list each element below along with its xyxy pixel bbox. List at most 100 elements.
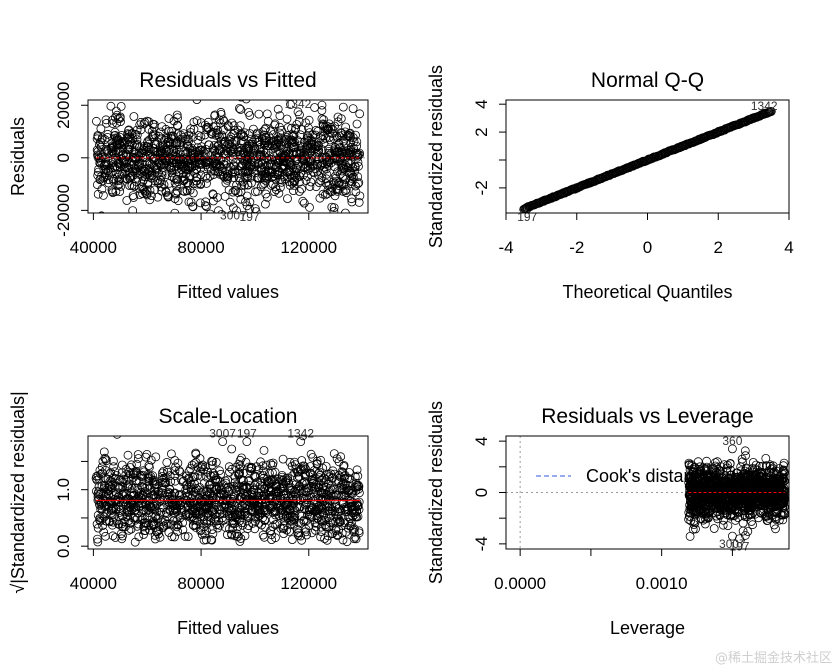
data-point <box>180 498 190 508</box>
data-point <box>201 158 211 168</box>
data-point <box>138 177 148 187</box>
data-point <box>142 186 152 196</box>
data-point <box>106 506 116 516</box>
data-point <box>305 462 315 471</box>
data-point <box>200 130 210 140</box>
data-point <box>92 116 101 126</box>
data-point <box>259 532 269 542</box>
data-point <box>309 168 319 178</box>
data-point <box>203 117 213 127</box>
data-point <box>254 109 264 119</box>
data-point <box>269 506 279 516</box>
data-point <box>155 159 165 169</box>
data-point <box>125 173 135 183</box>
data-point <box>319 115 329 125</box>
data-point <box>161 473 171 483</box>
data-point <box>100 172 110 182</box>
data-point <box>299 170 309 180</box>
data-point <box>149 518 159 528</box>
data-point <box>334 457 344 467</box>
data-point <box>109 462 118 472</box>
data-point <box>149 490 159 500</box>
data-point <box>266 139 276 149</box>
data-point <box>101 115 111 125</box>
data-point <box>311 522 321 532</box>
data-point <box>132 177 142 187</box>
data-point <box>259 154 269 164</box>
data-point <box>139 467 149 477</box>
data-point <box>191 448 201 458</box>
data-point <box>291 485 301 494</box>
data-point <box>145 144 155 154</box>
data-point <box>176 134 185 144</box>
data-point <box>332 148 342 158</box>
data-point <box>113 180 123 190</box>
data-point <box>221 523 230 532</box>
data-point <box>103 161 113 171</box>
data-point <box>317 106 327 115</box>
data-point <box>157 122 167 131</box>
data-point <box>171 188 181 198</box>
data-point <box>305 511 314 520</box>
x-tick-label: -4 <box>498 238 513 257</box>
y-tick-label: 20000 <box>54 82 73 129</box>
data-point <box>108 147 118 157</box>
data-point <box>260 125 270 134</box>
data-point <box>270 187 279 197</box>
data-point <box>93 489 103 499</box>
data-point <box>308 130 318 140</box>
data-point <box>219 172 229 182</box>
data-point <box>124 479 134 489</box>
data-point <box>99 190 108 200</box>
data-point <box>241 151 251 161</box>
panel-title: Normal Q-Q <box>591 69 704 92</box>
data-point <box>150 176 160 186</box>
data-point <box>292 120 302 129</box>
data-point <box>93 132 103 142</box>
data-point <box>108 141 117 151</box>
flagged-point-label: 1342 <box>285 97 312 111</box>
y-tick-label: 4 <box>472 436 491 445</box>
data-point <box>99 447 109 457</box>
data-point <box>276 508 286 518</box>
data-point <box>740 446 750 456</box>
data-point <box>308 478 318 488</box>
data-point <box>251 512 261 522</box>
data-point <box>197 462 207 472</box>
data-point <box>301 118 311 128</box>
data-point <box>349 136 359 146</box>
data-point <box>329 449 339 459</box>
data-point <box>330 506 340 516</box>
data-point <box>261 189 271 199</box>
data-point <box>175 149 185 159</box>
data-point <box>178 518 188 528</box>
x-tick-label: 120000 <box>280 574 337 593</box>
data-point <box>184 475 194 484</box>
data-point <box>346 521 356 531</box>
data-point <box>128 206 138 213</box>
data-point <box>227 167 237 177</box>
data-point <box>97 468 107 478</box>
data-point <box>732 484 742 494</box>
data-point <box>339 179 349 189</box>
data-point <box>101 531 110 541</box>
data-point <box>302 487 312 497</box>
data-point <box>344 159 354 169</box>
data-point <box>159 135 169 145</box>
data-point <box>173 527 183 536</box>
data-point <box>110 467 120 477</box>
data-point <box>156 146 166 156</box>
data-point <box>347 194 356 204</box>
data-point <box>106 468 116 478</box>
flagged-point-label: 197 <box>240 210 260 224</box>
data-point <box>278 476 288 485</box>
data-point <box>692 478 702 488</box>
data-point <box>695 135 705 145</box>
data-point <box>285 506 295 516</box>
data-point <box>234 470 243 480</box>
data-point <box>733 474 742 484</box>
data-point <box>140 521 149 531</box>
data-point <box>219 125 228 135</box>
